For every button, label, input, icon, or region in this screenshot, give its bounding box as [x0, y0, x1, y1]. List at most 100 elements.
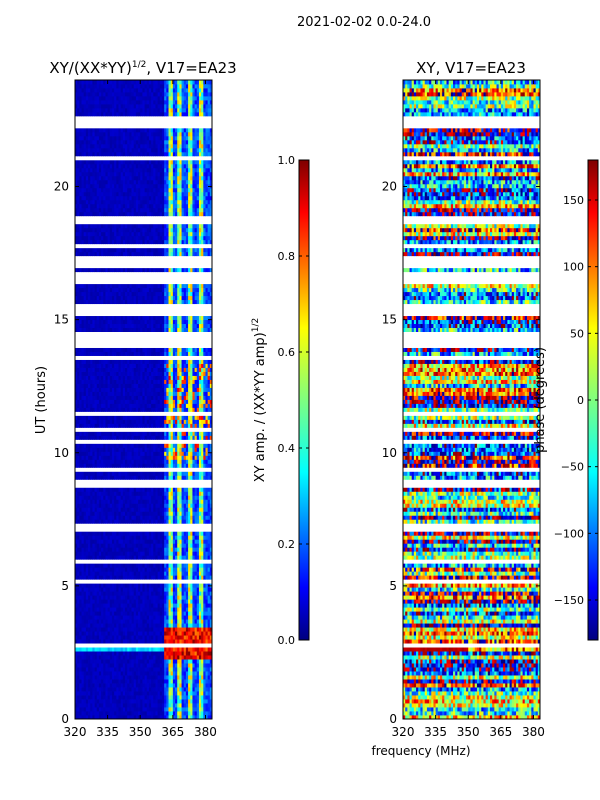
- heatmap-cell: [111, 615, 115, 620]
- heatmap-cell: [201, 571, 204, 576]
- heatmap-cell: [188, 451, 191, 456]
- flagged-row: [75, 439, 212, 444]
- heatmap-cell: [120, 543, 124, 548]
- heatmap-cell: [83, 519, 87, 524]
- heatmap-cell: [170, 563, 174, 568]
- heatmap-cell: [159, 587, 163, 592]
- heatmap-cell: [101, 539, 104, 544]
- heatmap-cell: [120, 435, 124, 440]
- heatmap-cell: [148, 619, 152, 624]
- heatmap-cell: [125, 471, 128, 476]
- heatmap-cell: [157, 691, 161, 696]
- heatmap-cell: [79, 567, 82, 572]
- heatmap-cell: [133, 511, 137, 516]
- heatmap-cell: [172, 575, 176, 580]
- heatmap-cell: [114, 607, 117, 612]
- heatmap-cell: [114, 447, 117, 452]
- heatmap-cell: [144, 595, 148, 600]
- heatmap-cell: [198, 567, 202, 572]
- heatmap-cell: [192, 419, 196, 424]
- heatmap-cell: [159, 431, 163, 436]
- heatmap-cell: [83, 435, 87, 440]
- heatmap-cell: [103, 611, 106, 616]
- heatmap-cell: [85, 659, 89, 664]
- heatmap-cell: [85, 459, 89, 464]
- heatmap-cell: [172, 619, 176, 624]
- heatmap-cell: [157, 631, 161, 636]
- heatmap-cell: [170, 647, 174, 652]
- heatmap-cell: [94, 451, 98, 456]
- heatmap-cell: [129, 451, 132, 456]
- heatmap-cell: [127, 683, 130, 688]
- heatmap-cell: [129, 491, 132, 496]
- heatmap-cell: [98, 407, 102, 412]
- heatmap-cell: [75, 655, 78, 660]
- heatmap-cell: [83, 663, 87, 668]
- heatmap-cell: [209, 695, 212, 700]
- heatmap-cell: [175, 511, 178, 516]
- heatmap-cell: [175, 595, 178, 600]
- heatmap-cell: [81, 487, 85, 492]
- heatmap-cell: [125, 499, 128, 504]
- heatmap-cell: [105, 715, 109, 719]
- heatmap-cell: [111, 435, 115, 440]
- heatmap-cell: [92, 699, 95, 704]
- heatmap-cell: [105, 519, 109, 524]
- heatmap-cell: [118, 519, 122, 524]
- heatmap-cell: [129, 547, 132, 552]
- heatmap-cell: [116, 447, 119, 452]
- heatmap-cell: [79, 419, 82, 424]
- heatmap-cell: [129, 415, 132, 420]
- heatmap-cell: [92, 487, 95, 492]
- heatmap-cell: [151, 651, 154, 656]
- heatmap-cell: [146, 575, 150, 580]
- heatmap-cell: [192, 651, 196, 656]
- heatmap-cell: [98, 499, 102, 504]
- flagged-row: [75, 467, 212, 472]
- heatmap-cell: [190, 627, 193, 632]
- heatmap-cell: [179, 603, 182, 608]
- heatmap-cell: [131, 503, 135, 508]
- heatmap-cell: [81, 635, 85, 640]
- heatmap-cell: [172, 543, 176, 548]
- heatmap-cell: [101, 575, 104, 580]
- heatmap-cell: [131, 447, 135, 452]
- heatmap-cell: [118, 535, 122, 540]
- heatmap-cell: [168, 451, 172, 456]
- heatmap-cell: [203, 535, 206, 540]
- heatmap-cell: [125, 495, 128, 500]
- heatmap-cell: [114, 623, 117, 628]
- heatmap-cell: [144, 707, 148, 712]
- heatmap-cell: [144, 567, 148, 572]
- heatmap-cell: [168, 563, 172, 568]
- heatmap-cell: [125, 431, 128, 436]
- heatmap-cell: [105, 679, 109, 684]
- heatmap-cell: [135, 471, 139, 476]
- heatmap-cell: [144, 435, 148, 440]
- heatmap-cell: [194, 543, 198, 548]
- heatmap-cell: [118, 683, 122, 688]
- heatmap-cell: [172, 587, 176, 592]
- heatmap-cell: [83, 627, 87, 632]
- heatmap-cell: [144, 603, 148, 608]
- heatmap-cell: [155, 403, 159, 408]
- heatmap-cell: [81, 591, 85, 596]
- heatmap-cell: [88, 687, 91, 692]
- heatmap-cell: [181, 631, 185, 636]
- heatmap-cell: [198, 715, 202, 719]
- heatmap-cell: [209, 687, 212, 692]
- heatmap-cell: [109, 435, 113, 440]
- heatmap-cell: [90, 547, 93, 552]
- heatmap-cell: [207, 647, 211, 652]
- heatmap-cell: [188, 531, 191, 536]
- heatmap-cell: [131, 435, 135, 440]
- heatmap-cell: [170, 619, 174, 624]
- heatmap-cell: [205, 407, 209, 412]
- heatmap-cell: [111, 691, 115, 696]
- heatmap-cell: [133, 459, 137, 464]
- heatmap-cell: [144, 635, 148, 640]
- heatmap-cell: [166, 503, 169, 508]
- heatmap-cell: [194, 499, 198, 504]
- heatmap-cell: [168, 707, 172, 712]
- heatmap-cell: [111, 539, 115, 544]
